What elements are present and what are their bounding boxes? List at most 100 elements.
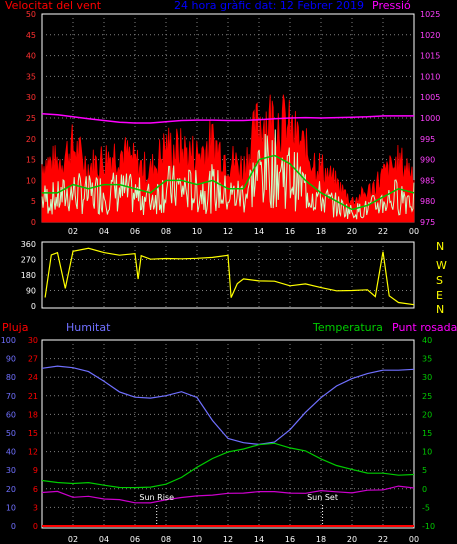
temperature-y-tick-label: 35 xyxy=(422,355,432,364)
pressure-title: Pressió xyxy=(372,0,411,12)
humidity-y-tick-label: 10 xyxy=(6,503,16,512)
direction-y-tick-label: 270 xyxy=(21,256,36,265)
direction-y-tick-label: 360 xyxy=(21,240,36,249)
pressure-y-tick-label: 1010 xyxy=(420,72,440,81)
wind-x-tick-label: 12 xyxy=(223,227,233,236)
rain-y-tick-label: 27 xyxy=(28,355,38,364)
wind-y-tick-label: 10 xyxy=(26,176,36,185)
pressure-y-tick-label: 1005 xyxy=(420,93,440,102)
temperature-y-tick-label: -10 xyxy=(422,522,435,531)
pressure-y-tick-label: 985 xyxy=(420,176,435,185)
wind-y-tick-label: 45 xyxy=(26,31,36,40)
dir-letter-e: E xyxy=(436,289,443,302)
humidity-series xyxy=(41,365,415,446)
rain-y-tick-label: 24 xyxy=(28,373,38,382)
humidity-y-tick-label: 90 xyxy=(6,355,16,364)
wind-direction-series xyxy=(44,247,415,306)
weather-x-tick-label: 22 xyxy=(378,535,388,544)
wind-y-tick-label: 40 xyxy=(26,52,36,61)
temperature-y-tick-label: 40 xyxy=(422,336,432,345)
temperature-y-tick-label: 5 xyxy=(422,466,427,475)
weather-x-tick-label: 14 xyxy=(254,535,264,544)
dir-letter-s: S xyxy=(436,274,443,287)
pressure-y-tick-label: 1000 xyxy=(420,114,440,123)
humidity-label: Humitat xyxy=(66,321,111,334)
wind-speed-title: Velocitat del vent xyxy=(5,0,102,12)
temperature-y-tick-label: 30 xyxy=(422,373,432,382)
pressure-series xyxy=(41,113,414,124)
rain-y-tick-label: 3 xyxy=(33,503,38,512)
temperature-y-tick-label: -5 xyxy=(422,503,430,512)
pressure-y-tick-label: 975 xyxy=(420,218,435,227)
dewpoint-series xyxy=(41,485,415,504)
humidity-y-tick-label: 70 xyxy=(6,392,16,401)
wind-x-tick-label: 10 xyxy=(192,227,202,236)
pressure-y-tick-label: 980 xyxy=(420,197,435,206)
temperature-label: Temperatura xyxy=(312,321,383,334)
pressure-y-tick-label: 1025 xyxy=(420,10,440,19)
pressure-y-tick-label: 995 xyxy=(420,135,435,144)
pressure-y-tick-label: 1015 xyxy=(420,52,440,61)
wind-average-series xyxy=(42,154,415,211)
rain-y-tick-label: 21 xyxy=(28,392,38,401)
wind-x-tick-label: 18 xyxy=(316,227,326,236)
chart-date-title: 24 hora gràfic dat: 12 Febrer 2019 xyxy=(174,0,364,12)
wind-x-tick-label: 20 xyxy=(347,227,357,236)
rain-y-tick-label: 18 xyxy=(28,410,38,419)
weather-x-tick-label: 16 xyxy=(285,535,295,544)
dir-letter-n-top: N xyxy=(436,240,444,253)
humidity-y-tick-label: 0 xyxy=(11,522,16,531)
rain-label: Pluja xyxy=(2,321,28,334)
weather-x-tick-label: 18 xyxy=(316,535,326,544)
wind-x-tick-label: 08 xyxy=(161,227,171,236)
wind-y-tick-label: 30 xyxy=(26,93,36,102)
temperature-series xyxy=(41,442,415,489)
weather-x-tick-label: 12 xyxy=(223,535,233,544)
dir-letter-n-bottom: N xyxy=(436,303,444,316)
humidity-y-tick-label: 80 xyxy=(6,373,16,382)
wind-x-tick-label: 02 xyxy=(68,227,78,236)
wind-y-tick-label: 20 xyxy=(26,135,36,144)
wind-x-tick-label: 16 xyxy=(285,227,295,236)
rain-y-tick-label: 15 xyxy=(28,429,38,438)
temperature-y-tick-label: 20 xyxy=(422,410,432,419)
humidity-y-tick-label: 100 xyxy=(1,336,16,345)
humidity-y-tick-label: 50 xyxy=(6,429,16,438)
pressure-y-tick-label: 990 xyxy=(420,156,435,165)
sun-rise-marker: Sun Rise xyxy=(139,493,174,502)
wind-x-tick-label: 22 xyxy=(378,227,388,236)
dir-letter-w: W xyxy=(436,259,447,272)
weather-x-tick-label: 04 xyxy=(99,535,109,544)
weather-x-tick-label: 06 xyxy=(130,535,140,544)
weather-x-tick-label: 08 xyxy=(161,535,171,544)
temperature-y-tick-label: 10 xyxy=(422,448,432,457)
temperature-y-tick-label: 0 xyxy=(422,485,427,494)
weather-x-tick-label: 20 xyxy=(347,535,357,544)
rain-y-tick-label: 0 xyxy=(33,522,38,531)
rain-y-tick-label: 12 xyxy=(28,448,38,457)
wind-y-tick-label: 50 xyxy=(26,10,36,19)
wind-y-tick-label: 15 xyxy=(26,156,36,165)
direction-y-tick-label: 180 xyxy=(21,271,36,280)
direction-y-tick-label: 90 xyxy=(26,287,36,296)
wind-y-tick-label: 35 xyxy=(26,72,36,81)
humidity-y-tick-label: 20 xyxy=(6,485,16,494)
sun-set-marker: Sun Set xyxy=(307,493,338,502)
temperature-y-tick-label: 15 xyxy=(422,429,432,438)
humidity-y-tick-label: 30 xyxy=(6,466,16,475)
wind-x-tick-label: 04 xyxy=(99,227,109,236)
humidity-y-tick-label: 60 xyxy=(6,410,16,419)
temperature-y-tick-label: 25 xyxy=(422,392,432,401)
pressure-y-tick-label: 1020 xyxy=(420,31,440,40)
humidity-y-tick-label: 40 xyxy=(6,448,16,457)
rain-y-tick-label: 6 xyxy=(33,485,38,494)
weather-x-tick-label: 02 xyxy=(68,535,78,544)
wind-y-tick-label: 25 xyxy=(26,114,36,123)
rain-y-tick-label: 9 xyxy=(33,466,38,475)
rain-y-tick-label: 30 xyxy=(28,336,38,345)
wind-x-tick-label: 00 xyxy=(409,227,419,236)
wind-speed-series xyxy=(41,129,415,220)
weather-x-tick-label: 10 xyxy=(192,535,202,544)
weather-x-tick-label: 00 xyxy=(409,535,419,544)
